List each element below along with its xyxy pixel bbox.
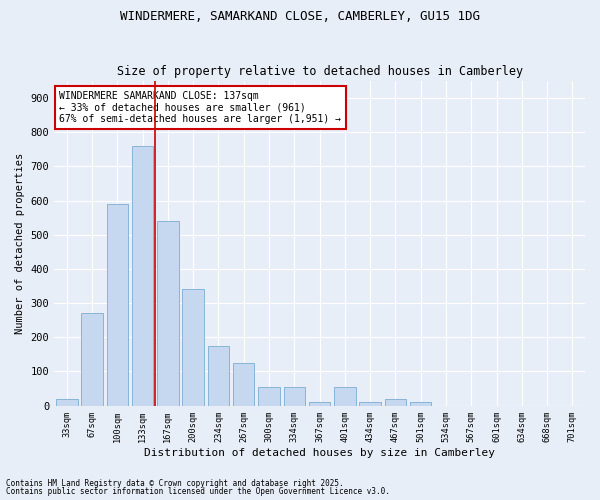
Bar (132, 146, 154, 406)
Bar (258, 387, 280, 406)
Bar (157, 221, 179, 406)
Bar (233, 363, 254, 406)
Bar (309, 402, 331, 406)
Bar (56, 399, 77, 406)
Bar (359, 402, 381, 406)
Y-axis label: Number of detached properties: Number of detached properties (15, 152, 25, 334)
Bar (182, 290, 204, 406)
Bar (334, 387, 356, 406)
Bar (82, 314, 103, 406)
X-axis label: Distribution of detached houses by size in Camberley: Distribution of detached houses by size … (144, 448, 495, 458)
Text: WINDERMERE SAMARKAND CLOSE: 137sqm
← 33% of detached houses are smaller (961)
67: WINDERMERE SAMARKAND CLOSE: 137sqm ← 33%… (59, 91, 341, 124)
Bar (410, 402, 431, 406)
Bar (107, 204, 128, 406)
Bar (208, 346, 229, 406)
Bar (385, 399, 406, 406)
Bar (284, 387, 305, 406)
Text: Contains HM Land Registry data © Crown copyright and database right 2025.: Contains HM Land Registry data © Crown c… (6, 478, 344, 488)
Text: Contains public sector information licensed under the Open Government Licence v3: Contains public sector information licen… (6, 487, 390, 496)
Text: WINDERMERE, SAMARKAND CLOSE, CAMBERLEY, GU15 1DG: WINDERMERE, SAMARKAND CLOSE, CAMBERLEY, … (120, 10, 480, 23)
Title: Size of property relative to detached houses in Camberley: Size of property relative to detached ho… (116, 66, 523, 78)
